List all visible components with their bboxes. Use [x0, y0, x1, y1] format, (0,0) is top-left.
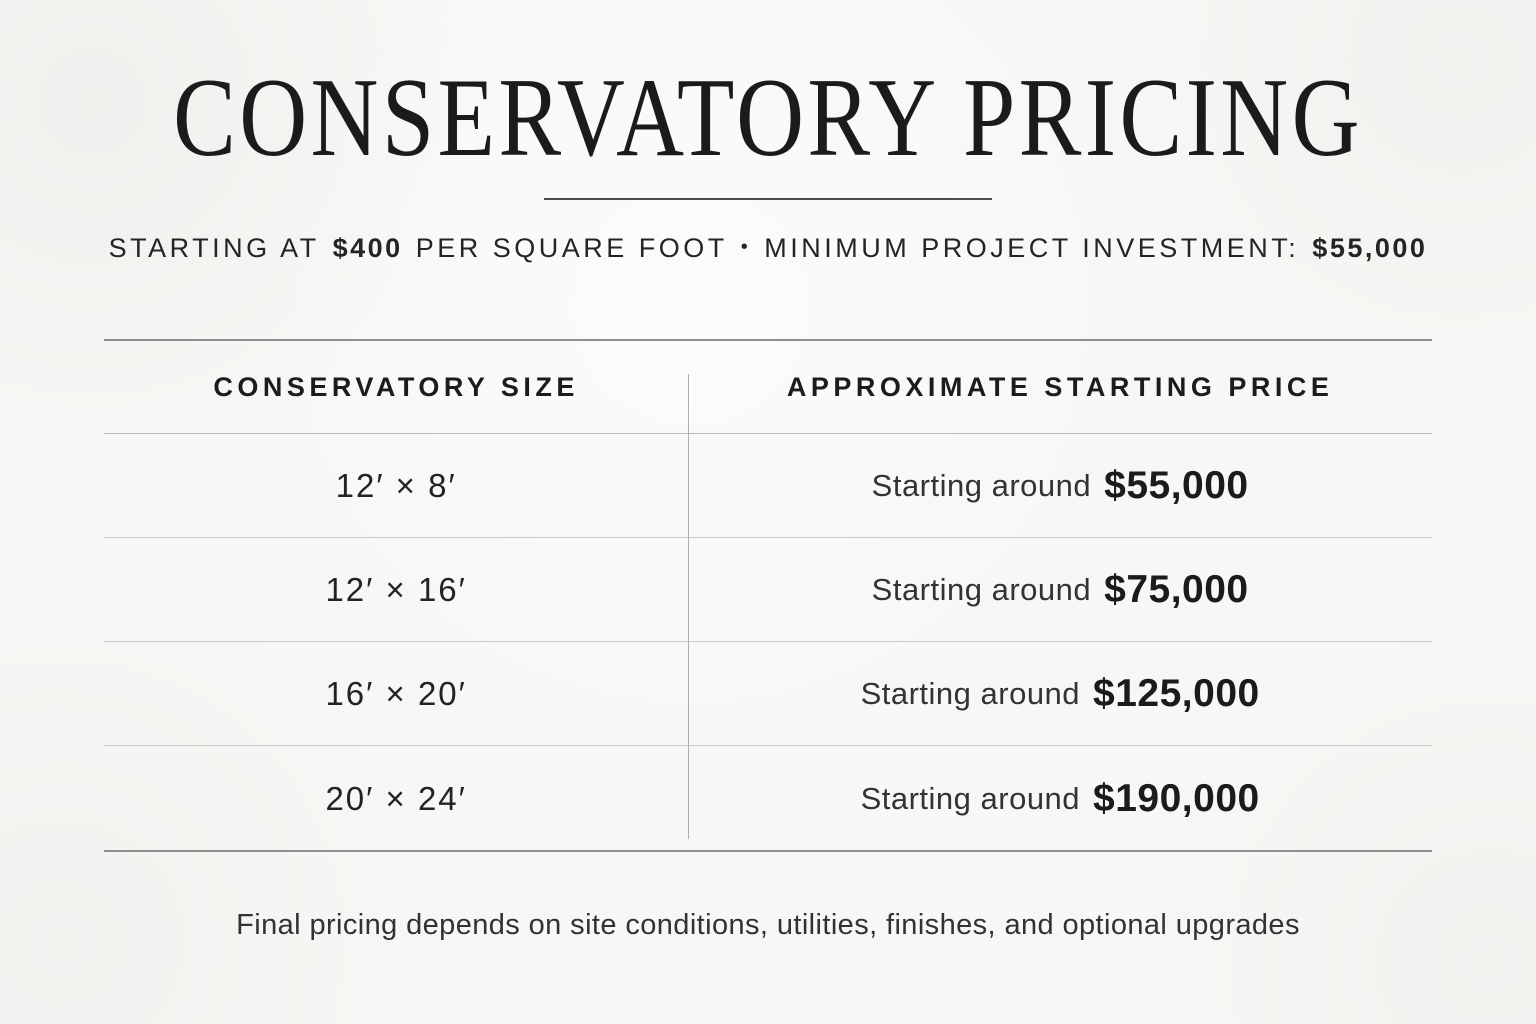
price-value: $75,000 [1104, 567, 1249, 611]
size-cell: 16′ × 20′ [325, 674, 467, 712]
price-value: $190,000 [1093, 776, 1260, 820]
table-row: 20′ × 24′ Starting around $190,000 [104, 746, 1432, 851]
title-underline [544, 198, 992, 200]
table-row: 12′ × 8′ Starting around $55,000 [104, 434, 1432, 538]
size-cell: 12′ × 8′ [335, 466, 457, 504]
subtitle-minimum-label: MINIMUM PROJECT INVESTMENT: [764, 233, 1300, 263]
size-cell: 12′ × 16′ [325, 570, 467, 608]
subtitle-starting-at: STARTING AT [108, 233, 320, 263]
pricing-table: CONSERVATORY SIZE APPROXIMATE STARTING P… [104, 339, 1432, 852]
price-cell: Starting around $125,000 [688, 642, 1432, 745]
column-header-price: APPROXIMATE STARTING PRICE [786, 371, 1334, 402]
page-title: CONSERVATORY PRICING [173, 56, 1363, 180]
price-prefix: Starting around [860, 675, 1081, 711]
column-divider [688, 374, 690, 839]
table-header-row: CONSERVATORY SIZE APPROXIMATE STARTING P… [104, 341, 1432, 434]
column-header-size: CONSERVATORY SIZE [213, 371, 579, 402]
subtitle-minimum-value: $55,000 [1312, 233, 1428, 263]
subtitle-separator-dot: • [740, 236, 752, 258]
subtitle-per-square-foot: PER SQUARE FOOT [415, 233, 728, 263]
price-cell: Starting around $75,000 [688, 538, 1432, 641]
price-cell: Starting around $190,000 [688, 746, 1432, 851]
price-value: $55,000 [1104, 463, 1249, 507]
table-row: 16′ × 20′ Starting around $125,000 [104, 642, 1432, 746]
price-cell: Starting around $55,000 [688, 434, 1432, 537]
table-row: 12′ × 16′ Starting around $75,000 [104, 538, 1432, 642]
price-value: $125,000 [1093, 671, 1260, 715]
price-prefix: Starting around [860, 780, 1081, 816]
size-cell: 20′ × 24′ [325, 779, 467, 817]
subtitle-price-per-sqft: $400 [332, 233, 403, 263]
footer-disclaimer: Final pricing depends on site conditions… [236, 909, 1300, 941]
price-prefix: Starting around [871, 467, 1092, 503]
pricing-subtitle: STARTING AT $400 PER SQUARE FOOT • MINIM… [0, 233, 1536, 264]
price-prefix: Starting around [871, 571, 1092, 607]
